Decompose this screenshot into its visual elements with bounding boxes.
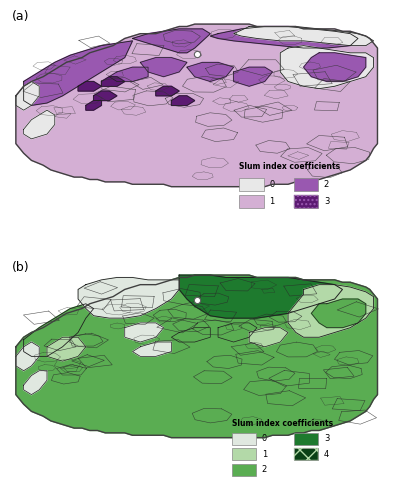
Text: 0: 0 xyxy=(262,434,267,444)
Bar xyxy=(232,448,256,460)
Bar xyxy=(294,448,318,460)
Bar xyxy=(239,178,264,192)
Text: 0: 0 xyxy=(269,180,275,190)
Polygon shape xyxy=(280,46,373,88)
Polygon shape xyxy=(234,26,373,46)
Polygon shape xyxy=(311,299,366,328)
Polygon shape xyxy=(16,24,377,186)
Bar xyxy=(294,195,318,208)
Polygon shape xyxy=(171,96,195,106)
Polygon shape xyxy=(171,328,210,342)
Polygon shape xyxy=(125,323,164,342)
Text: Slum index coefficients: Slum index coefficients xyxy=(232,419,333,428)
Polygon shape xyxy=(86,100,101,110)
Bar xyxy=(294,178,318,192)
Polygon shape xyxy=(16,342,39,370)
Text: 1: 1 xyxy=(262,450,267,459)
Polygon shape xyxy=(140,58,187,76)
Polygon shape xyxy=(23,304,94,356)
Polygon shape xyxy=(16,82,39,110)
Bar xyxy=(294,195,318,208)
Text: (a): (a) xyxy=(12,10,30,23)
Polygon shape xyxy=(304,53,366,82)
Polygon shape xyxy=(109,67,148,82)
Bar xyxy=(232,464,256,476)
Polygon shape xyxy=(210,26,358,48)
Polygon shape xyxy=(218,323,257,342)
Bar xyxy=(294,448,318,460)
Polygon shape xyxy=(23,110,55,139)
Polygon shape xyxy=(187,62,234,82)
Polygon shape xyxy=(101,76,125,86)
Bar xyxy=(294,433,318,445)
Polygon shape xyxy=(132,342,171,356)
Text: 3: 3 xyxy=(324,434,329,444)
Polygon shape xyxy=(23,370,47,394)
Text: 4: 4 xyxy=(324,450,329,459)
Text: 2: 2 xyxy=(324,180,329,190)
Polygon shape xyxy=(78,278,179,318)
Polygon shape xyxy=(78,82,101,91)
Polygon shape xyxy=(288,284,373,337)
Polygon shape xyxy=(156,86,179,96)
Text: 3: 3 xyxy=(324,197,329,206)
Text: 2: 2 xyxy=(262,466,267,474)
Bar xyxy=(239,195,264,208)
Text: Slum index coefficients: Slum index coefficients xyxy=(239,162,341,171)
Text: (b): (b) xyxy=(12,261,30,274)
Bar xyxy=(232,433,256,445)
Polygon shape xyxy=(47,337,86,361)
Polygon shape xyxy=(94,91,117,101)
Polygon shape xyxy=(132,29,210,53)
Polygon shape xyxy=(234,67,273,86)
Polygon shape xyxy=(179,275,343,318)
Text: 1: 1 xyxy=(269,197,275,206)
Polygon shape xyxy=(23,41,132,106)
Polygon shape xyxy=(16,275,377,438)
Polygon shape xyxy=(249,328,288,347)
